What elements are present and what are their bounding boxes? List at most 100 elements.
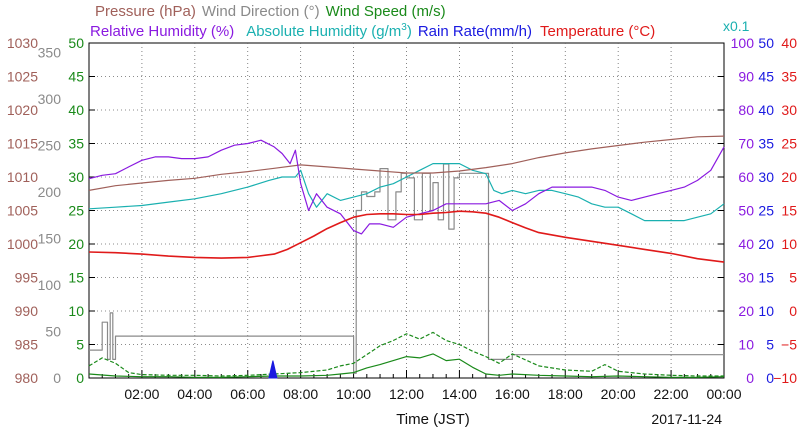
wind-direction-tick-label: 300 [38,91,62,107]
temperature-tick-label: 40 [781,35,797,51]
rain-rate-tick-label: 40 [758,102,774,118]
legend-wind-direction: Wind Direction (°) [202,3,320,20]
series-absolute-humidity-g-m3 [88,163,725,222]
rain-rate-tick-label: 30 [758,169,774,185]
pressure-tick-label: 1000 [7,236,38,252]
legend-line-1: Pressure (hPa) Wind Direction (°) Wind Spe… [95,3,446,20]
x-tick-label: 14:00 [442,386,477,402]
series-wind-speed-m-s [88,353,725,378]
pressure-tick-label: 1010 [7,169,38,185]
legend-line-2: Relative Humidity (%) Absolute Humidity (… [90,22,655,40]
legend-temperature-unit: °C [633,23,650,40]
relative-humidity-tick-label: 10 [738,337,754,353]
rain-rate-tick-label: 0 [766,370,774,386]
relative-humidity-tick-label: 70 [738,136,754,152]
temperature-tick-label: 20 [781,169,797,185]
temperature-tick-label: 25 [781,136,797,152]
x-tick-label: 00:00 [706,386,741,402]
left-axes: 1030102510201015101010051000995990985980… [7,35,724,386]
legend-absolute-humidity: Absolute Humidity (g/m [246,23,401,40]
x-tick-label: 02:00 [124,386,159,402]
temperature-tick-label: 30 [781,102,797,118]
x-tick-label: 18:00 [548,386,583,402]
rain-rate-tick-label: 25 [758,203,774,219]
x-tick-label: 12:00 [389,386,424,402]
x-axis: 02:00 04:00 06:00 08:00 10:00 12:00 14:00 16:00… [101,370,742,402]
rain-rate-tick-label: 5 [766,337,774,353]
pressure-tick-label: 1020 [7,102,38,118]
wind-speed-tick-label: 50 [68,35,84,51]
rain-rate-tick-label: 10 [758,303,774,319]
rain-rate-tick-label: 15 [758,270,774,286]
series-relative-humidity [88,139,725,235]
x-axis-label: Time (JST) [396,411,470,428]
legend-wind-speed: Wind Speed (m/s) [326,3,446,20]
relative-humidity-tick-label: 30 [738,270,754,286]
pressure-tick-label: 1030 [7,35,38,51]
legend-absolute-humidity-suffix: ) [407,23,412,40]
pressure-tick-label: 1015 [7,136,38,152]
legend-relative-humidity: Relative Humidity (%) [90,23,234,40]
relative-humidity-tick-label: 40 [738,236,754,252]
legend-absolute-humidity-superscript: 3 [401,22,407,33]
pressure-tick-label: 995 [15,270,39,286]
rain-rate-tick-label: 35 [758,136,774,152]
legend-rain-rate: Rain Rate(mm/h) [418,23,532,40]
pressure-tick-label: 1005 [7,203,38,219]
wind-direction-tick-label: 350 [38,44,62,60]
temperature-tick-label: 35 [781,69,797,85]
relative-humidity-tick-label: 90 [738,69,754,85]
relative-humidity-tick-label: 0 [746,370,754,386]
rain-rate-tick-label: 20 [758,236,774,252]
x-tick-label: 20:00 [601,386,636,402]
series-pressure-hpa [88,135,725,191]
scale-note: x0.1 [723,18,750,34]
temperature-tick-label: −10 [773,370,797,386]
x-tick-label: 06:00 [230,386,265,402]
x-tick-label: 10:00 [336,386,371,402]
right-axes: 1009080706050403020100504540353025201510… [731,35,798,386]
legend-temperature-suffix: ) [650,23,655,40]
x-tick-label: 04:00 [177,386,212,402]
series-group [88,135,725,379]
x-tick-label: 22:00 [654,386,689,402]
temperature-tick-label: 15 [781,203,797,219]
wind-direction-tick-label: 0 [53,370,61,386]
x-tick-label: 08:00 [283,386,318,402]
wind-speed-tick-label: 25 [68,203,84,219]
wind-speed-tick-label: 15 [68,270,84,286]
pressure-tick-label: 985 [15,337,39,353]
relative-humidity-tick-label: 20 [738,303,754,319]
wind-direction-tick-label: 50 [45,323,61,339]
wind-direction-tick-label: 200 [38,184,62,200]
relative-humidity-tick-label: 50 [738,203,754,219]
x-tick-label: 16:00 [495,386,530,402]
wind-direction-tick-label: 100 [38,277,62,293]
pressure-tick-label: 990 [15,303,39,319]
relative-humidity-tick-label: 60 [738,169,754,185]
date-label: 2017-11-24 [651,411,722,427]
wind-speed-tick-label: 45 [68,69,84,85]
wind-speed-tick-label: 10 [68,303,84,319]
wind-direction-tick-label: 250 [38,137,62,153]
series-rain-rate-mm-h [268,360,278,379]
wind-speed-tick-label: 30 [68,169,84,185]
wind-speed-tick-label: 35 [68,136,84,152]
wind-speed-tick-label: 40 [68,102,84,118]
temperature-tick-label: 5 [789,270,797,286]
legend-temperature: Temperature ( [540,23,633,40]
wind-direction-tick-label: 150 [38,230,62,246]
temperature-tick-label: −5 [781,337,797,353]
series-temperature-c [88,210,725,263]
relative-humidity-tick-label: 80 [738,102,754,118]
series-wind-speed-gust-m-s [88,331,724,377]
temperature-tick-label: 10 [781,236,797,252]
rain-rate-tick-label: 45 [758,69,774,85]
wind-speed-tick-label: 20 [68,236,84,252]
pressure-tick-label: 980 [15,370,39,386]
wind-speed-tick-label: 0 [76,370,84,386]
pressure-tick-label: 1025 [7,69,38,85]
legend-pressure: Pressure (hPa) [95,3,196,20]
relative-humidity-tick-label: 100 [731,35,755,51]
